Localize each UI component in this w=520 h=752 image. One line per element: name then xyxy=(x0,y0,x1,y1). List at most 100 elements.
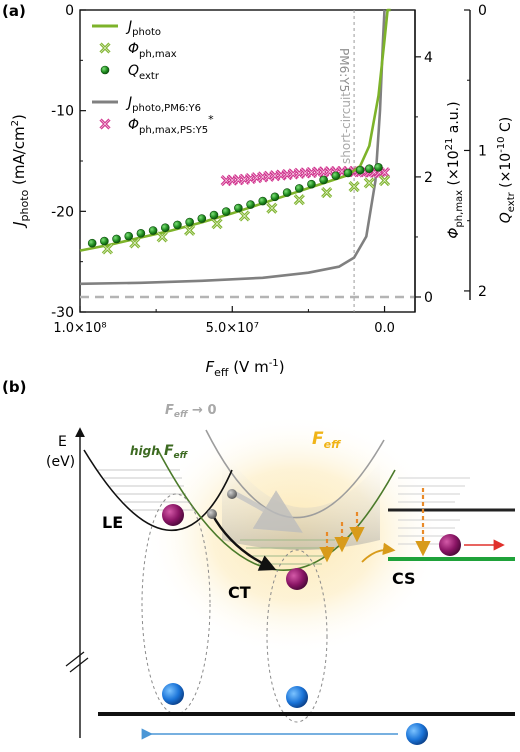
cross-marker xyxy=(363,177,375,189)
ct-hole xyxy=(286,686,308,708)
axis-e-label: E xyxy=(58,434,67,450)
le-to-ct-arrow xyxy=(210,513,277,571)
left-tick-label: -20 xyxy=(51,204,74,220)
right1-tick-label: 2 xyxy=(424,170,433,186)
y-axis-right2-title: Qextr (×10-10 C) xyxy=(496,117,517,223)
series-layer xyxy=(79,8,415,299)
ball-marker xyxy=(282,188,292,197)
legend-entry-label: Φph,max,PS:Y5* xyxy=(128,113,214,136)
cross-marker xyxy=(321,186,333,199)
cs-hole xyxy=(406,723,428,745)
right2-tick-label: 1 xyxy=(478,143,487,159)
x-tick-label: 0.0 xyxy=(374,321,395,336)
ct-exciton-outline xyxy=(266,549,328,723)
axis-ev-label: (eV) xyxy=(46,454,75,470)
le-ct-crossing-dot xyxy=(207,509,217,519)
left-tick-label: -10 xyxy=(51,104,74,120)
short-circuit-label: short-circuit xyxy=(339,92,353,164)
panel-b-label: (b) xyxy=(2,378,26,396)
le-electron xyxy=(162,504,184,526)
le-hole xyxy=(162,683,184,705)
ball-marker xyxy=(221,207,231,216)
ball-marker xyxy=(355,165,365,175)
ball-marker xyxy=(197,214,207,223)
right2-tick-label: 2 xyxy=(478,284,487,300)
ball-marker xyxy=(112,234,121,244)
ball-marker xyxy=(270,192,280,202)
ball-marker xyxy=(331,171,341,181)
cross-marker xyxy=(211,218,223,230)
ticks-layer: 0 -10 -20 -301.0×10⁸ 5.0×10⁷ 0.0 4 2 0 0 1 2 xyxy=(51,3,487,336)
cross-marker xyxy=(101,243,113,255)
pm6y5-label: PM6:Y5 xyxy=(337,48,351,92)
cross-marker xyxy=(99,42,111,54)
legend-entry-label: Jphoto xyxy=(125,19,161,38)
le-vibronic-levels xyxy=(98,469,196,511)
right1-tick-label: 4 xyxy=(424,50,433,66)
grey-crossing-dot xyxy=(227,489,237,499)
ball-marker xyxy=(365,164,374,174)
axis-break-1 xyxy=(65,651,85,667)
legend-entry-label: Φph,max xyxy=(128,41,177,60)
ball-marker xyxy=(319,175,328,185)
high-feff-label: high Feff xyxy=(130,443,189,461)
cross-marker xyxy=(129,237,141,249)
ball-marker xyxy=(374,163,383,172)
ball-marker xyxy=(148,226,158,235)
right1-tick-label: 0 xyxy=(424,290,433,306)
cross-marker xyxy=(156,231,168,243)
svg-text:Φph,max (×1021 a.u.): Φph,max (×1021 a.u.) xyxy=(444,101,465,238)
cross-marker xyxy=(266,202,278,214)
le-label: LE xyxy=(102,513,123,532)
ball-marker xyxy=(160,223,170,233)
ball-marker xyxy=(234,203,243,213)
panel-a-label: (a) xyxy=(2,2,26,20)
cross-marker xyxy=(293,194,305,206)
cross-marker xyxy=(238,210,251,222)
y-axis-left-title: Jphoto (mA/cm2) xyxy=(10,114,31,229)
energy-diagram: E (eV) xyxy=(46,403,515,745)
left-tick-label: -30 xyxy=(51,305,74,321)
ball-marker xyxy=(87,238,97,248)
svg-text:Jphoto (mA/cm2): Jphoto (mA/cm2) xyxy=(10,114,31,229)
cross-marker xyxy=(99,118,111,130)
ball-marker xyxy=(307,179,316,189)
ball-marker xyxy=(124,231,134,241)
left-tick-label: 0 xyxy=(65,3,74,19)
cross-marker xyxy=(184,224,196,236)
x-tick-label: 1.0×10⁸ xyxy=(53,321,106,336)
ball-marker xyxy=(258,196,268,206)
svg-text:Qextr (×10-10 C): Qextr (×10-10 C) xyxy=(496,117,517,223)
ball-marker xyxy=(209,210,219,220)
legend-entry-label: Jphoto,PM6:Y6 xyxy=(125,95,201,114)
legend: Jphoto Φph,max Qextr Jphoto,PM6:Y6Φph,max,P… xyxy=(92,19,214,136)
cross-marker xyxy=(378,174,391,187)
relaxation-arrows xyxy=(319,488,431,563)
ball-marker xyxy=(246,200,255,209)
ball-marker xyxy=(294,184,304,193)
le-curve xyxy=(83,449,233,532)
x-axis-title: Feff (V m-1) xyxy=(205,358,284,379)
grey-transfer-arrow xyxy=(230,489,303,533)
right2-tick-label: 0 xyxy=(478,3,487,19)
series-jphoto-pm6y6-line xyxy=(79,9,386,286)
ball-marker xyxy=(173,220,182,230)
legend-entry-label: Qextr xyxy=(128,63,160,82)
feff-right-label: Feff xyxy=(312,429,342,451)
ct-electron xyxy=(286,568,308,590)
ball-marker xyxy=(100,236,109,246)
series-jphoto-line xyxy=(79,8,391,252)
chart-a: short-circuit PM6:Y5 0 -10 -20 -301.0×10⁸ 5.… xyxy=(10,3,517,379)
cs-electron xyxy=(439,534,461,556)
y-axis-right1-title: Φph,max (×1021 a.u.) xyxy=(444,101,465,238)
ball-marker xyxy=(343,168,353,178)
ball-marker xyxy=(136,229,146,238)
cross-marker xyxy=(348,180,360,193)
x-tick-label: 5.0×10⁷ xyxy=(206,321,259,336)
ball-marker xyxy=(185,217,194,227)
ct-label: CT xyxy=(228,583,251,602)
cs-label: CS xyxy=(392,569,416,588)
ct-to-cs-arrow xyxy=(361,542,396,563)
axis-break-2 xyxy=(69,657,89,673)
